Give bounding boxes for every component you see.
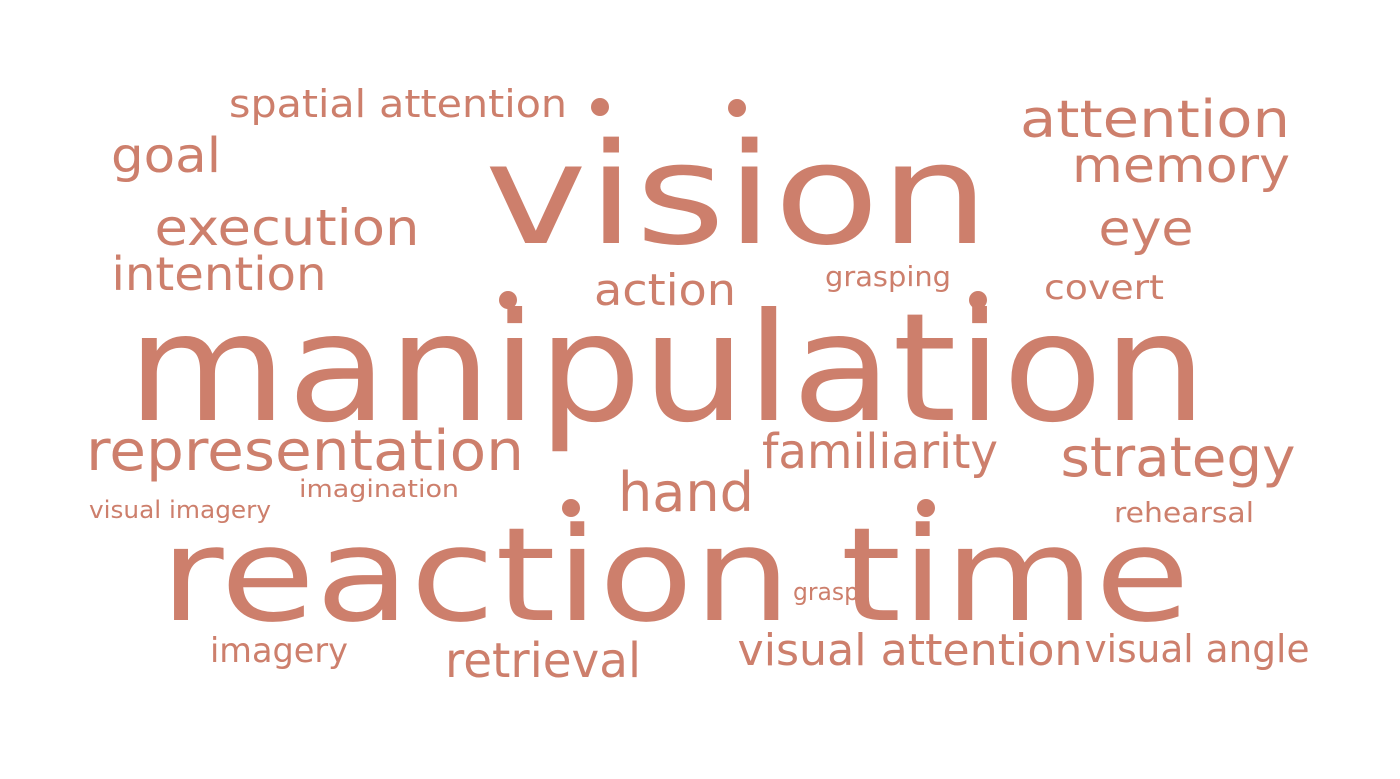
decorative-dot [499,291,517,309]
word-familiarity: familiarity [762,424,998,480]
decorative-dot [969,291,987,309]
word-grasp: grasp [793,578,859,606]
word-eye: eye [1099,201,1194,257]
word-vision: vision [485,114,990,277]
word-visual-imagery: visual imagery [89,496,271,524]
word-reaction-time: reaction time [160,499,1190,651]
word-manipulation: manipulation [127,282,1207,456]
word-goal: goal [111,128,221,184]
word-strategy: strategy [1061,426,1296,489]
decorative-dot [562,499,580,517]
decorative-dot [728,99,746,117]
word-memory: memory [1072,138,1290,194]
word-hand: hand [618,461,754,524]
word-action: action [594,265,736,316]
word-retrieval: retrieval [445,633,641,689]
word-representation: representation [86,419,524,484]
word-visual-angle: visual angle [1085,627,1310,671]
word-rehearsal: rehearsal [1114,496,1254,529]
word-intention: intention [112,247,327,301]
word-grasping: grasping [825,260,951,293]
word-imagery: imagery [210,631,348,671]
word-imagination: imagination [299,475,459,503]
word-visual-attention: visual attention [738,625,1083,676]
decorative-dot [917,499,935,517]
word-spatial-attention: spatial attention [229,82,567,126]
word-attention: attention [1020,90,1290,150]
word-execution: execution [155,199,420,257]
decorative-dot [591,98,609,116]
word-covert: covert [1044,268,1164,308]
